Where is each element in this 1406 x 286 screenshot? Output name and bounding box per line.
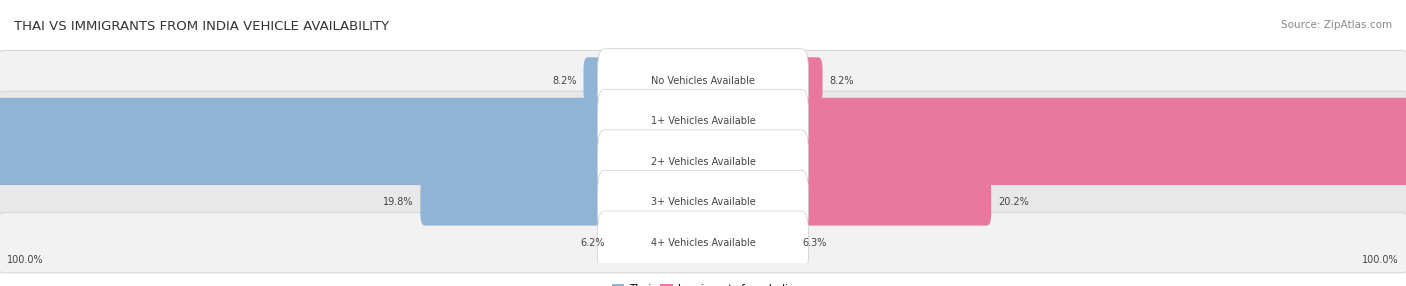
FancyBboxPatch shape	[0, 213, 1406, 273]
Text: 6.3%: 6.3%	[803, 238, 827, 248]
FancyBboxPatch shape	[420, 179, 707, 226]
FancyBboxPatch shape	[0, 91, 1406, 151]
Legend: Thai, Immigrants from India: Thai, Immigrants from India	[607, 279, 799, 286]
FancyBboxPatch shape	[583, 57, 707, 104]
FancyBboxPatch shape	[598, 49, 808, 112]
Text: Source: ZipAtlas.com: Source: ZipAtlas.com	[1281, 20, 1392, 30]
Text: No Vehicles Available: No Vehicles Available	[651, 76, 755, 86]
FancyBboxPatch shape	[612, 220, 707, 266]
Text: 1+ Vehicles Available: 1+ Vehicles Available	[651, 116, 755, 126]
FancyBboxPatch shape	[598, 89, 808, 153]
Text: THAI VS IMMIGRANTS FROM INDIA VEHICLE AVAILABILITY: THAI VS IMMIGRANTS FROM INDIA VEHICLE AV…	[14, 20, 389, 33]
Text: 8.2%: 8.2%	[830, 76, 853, 86]
Text: 100.0%: 100.0%	[7, 255, 44, 265]
FancyBboxPatch shape	[598, 130, 808, 194]
Text: 100.0%: 100.0%	[1362, 255, 1399, 265]
FancyBboxPatch shape	[699, 98, 1406, 144]
FancyBboxPatch shape	[598, 211, 808, 275]
FancyBboxPatch shape	[699, 179, 991, 226]
Text: 3+ Vehicles Available: 3+ Vehicles Available	[651, 197, 755, 207]
FancyBboxPatch shape	[0, 138, 707, 185]
Text: 4+ Vehicles Available: 4+ Vehicles Available	[651, 238, 755, 248]
FancyBboxPatch shape	[699, 138, 1406, 185]
FancyBboxPatch shape	[0, 132, 1406, 192]
FancyBboxPatch shape	[699, 57, 823, 104]
Text: 8.2%: 8.2%	[553, 76, 576, 86]
FancyBboxPatch shape	[699, 220, 796, 266]
FancyBboxPatch shape	[0, 51, 1406, 111]
Text: 19.8%: 19.8%	[382, 197, 413, 207]
Text: 6.2%: 6.2%	[581, 238, 605, 248]
FancyBboxPatch shape	[598, 170, 808, 234]
FancyBboxPatch shape	[0, 172, 1406, 232]
Text: 2+ Vehicles Available: 2+ Vehicles Available	[651, 157, 755, 167]
Text: 20.2%: 20.2%	[998, 197, 1029, 207]
FancyBboxPatch shape	[0, 98, 707, 144]
